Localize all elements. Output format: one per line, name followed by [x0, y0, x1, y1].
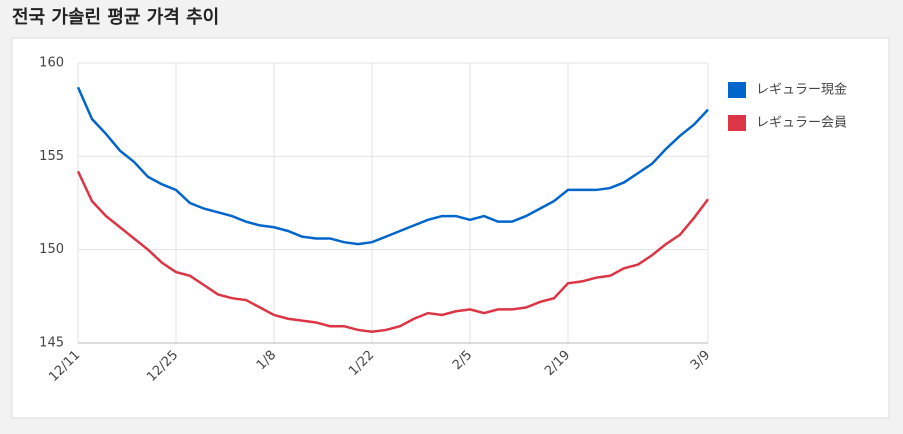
y-tick-label: 150 — [39, 242, 64, 257]
line-series — [76, 86, 709, 246]
y-tick-label: 160 — [39, 56, 64, 71]
card — [11, 37, 890, 419]
legend-label: レギュラー現金 — [756, 82, 847, 98]
legend-label: レギュラー会員 — [756, 116, 847, 131]
line-series — [76, 170, 709, 334]
y-tick-label: 155 — [39, 149, 64, 164]
legend-swatch — [728, 82, 746, 98]
legend-swatch — [728, 115, 746, 131]
chart-title: 전국 가솔린 평균 가격 추이 — [12, 7, 219, 28]
y-tick-label: 145 — [39, 336, 64, 351]
